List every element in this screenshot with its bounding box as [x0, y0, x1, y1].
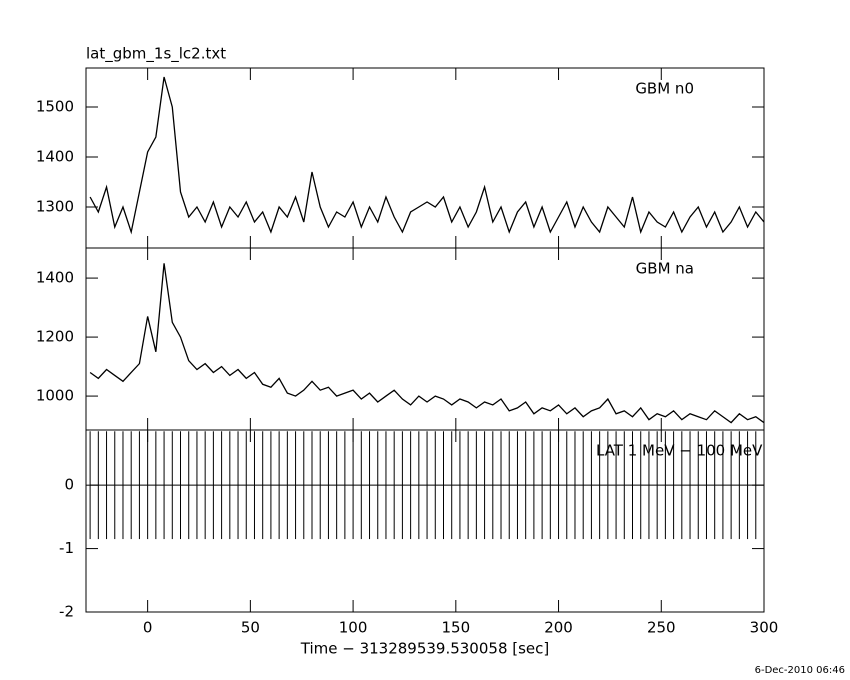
x-tick-label: 300: [750, 619, 779, 637]
y-tick-label: 1400: [36, 269, 74, 287]
y-tick-label: -1: [59, 539, 74, 557]
y-tick-label: 1000: [36, 387, 74, 405]
panel-label: GBM na: [636, 260, 694, 278]
chart-title: lat_gbm_1s_lc2.txt: [86, 45, 226, 64]
y-tick-label: 0: [64, 476, 74, 494]
panel-label: GBM n0: [635, 80, 694, 98]
y-tick-label: 1200: [36, 328, 74, 346]
y-tick-label: 1400: [36, 148, 74, 166]
x-tick-label: 0: [143, 619, 153, 637]
x-tick-label: 150: [441, 619, 470, 637]
footer: 6-Dec-2010 06:46: [755, 665, 845, 676]
x-tick-label: 50: [241, 619, 260, 637]
y-tick-label: 1500: [36, 98, 74, 116]
x-tick-label: 200: [544, 619, 573, 637]
x-axis-label: Time − 313289539.530058 [sec]: [300, 640, 550, 658]
light-curve: [89, 263, 765, 424]
x-tick-label: 250: [647, 619, 676, 637]
y-tick-label: 1300: [36, 198, 74, 216]
x-tick-label: 100: [339, 619, 368, 637]
y-tick-label: -2: [59, 603, 74, 621]
panel-label: LAT 1 MeV − 100 MeV: [596, 442, 763, 460]
light-curve: [89, 76, 765, 235]
